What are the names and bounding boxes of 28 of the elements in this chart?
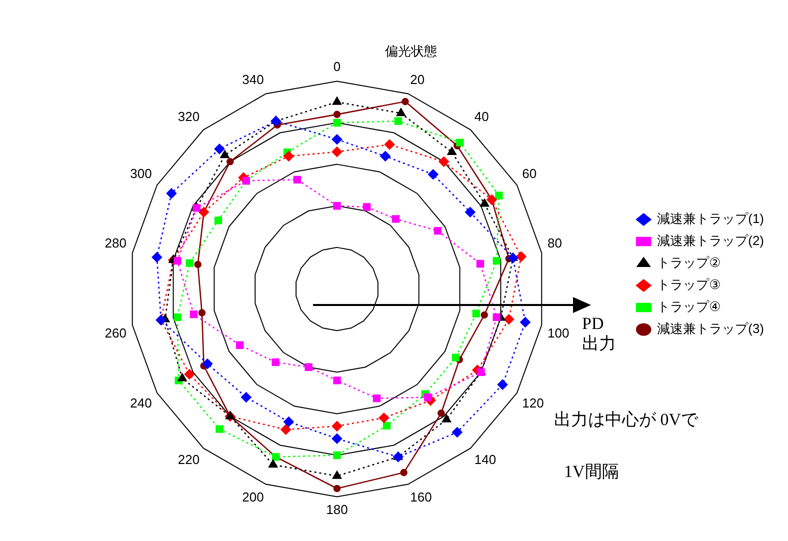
text: PD 出力 [582, 314, 616, 354]
legend-label: 減速兼トラップ(3) [657, 321, 764, 336]
spoke-label: 80 [548, 236, 562, 251]
spoke-label: 100 [548, 326, 570, 341]
legend-label: トラップ④ [657, 299, 721, 314]
spoke-label: 320 [178, 109, 200, 124]
spoke-label: 340 [242, 72, 264, 87]
spoke-label: 200 [242, 489, 264, 504]
legend-label: 減速兼トラップ(2) [657, 233, 764, 248]
spoke-label: 60 [522, 166, 537, 181]
spoke-label: 300 [130, 166, 152, 181]
spoke-label: 180 [326, 502, 348, 518]
chart-title: 偏光状態 [385, 43, 437, 58]
spoke-label: 120 [522, 395, 544, 410]
spoke-label: 0 [333, 58, 341, 74]
spoke-label: 140 [474, 452, 496, 468]
legend-label: 減速兼トラップ(1) [657, 211, 764, 226]
spoke-label: 160 [410, 489, 432, 504]
text: 出力は中心が 0Vで [554, 409, 698, 431]
spoke-label: 20 [410, 72, 425, 87]
legend-label: トラップ③ [657, 277, 721, 292]
text: 1V間隔 [564, 461, 619, 483]
spoke-label: 260 [104, 326, 126, 341]
spoke-label: 220 [178, 452, 200, 468]
spoke-label: 40 [474, 109, 489, 124]
spoke-label: 280 [104, 236, 126, 251]
spoke-label: 240 [130, 395, 152, 410]
legend-label: トラップ② [657, 255, 721, 270]
